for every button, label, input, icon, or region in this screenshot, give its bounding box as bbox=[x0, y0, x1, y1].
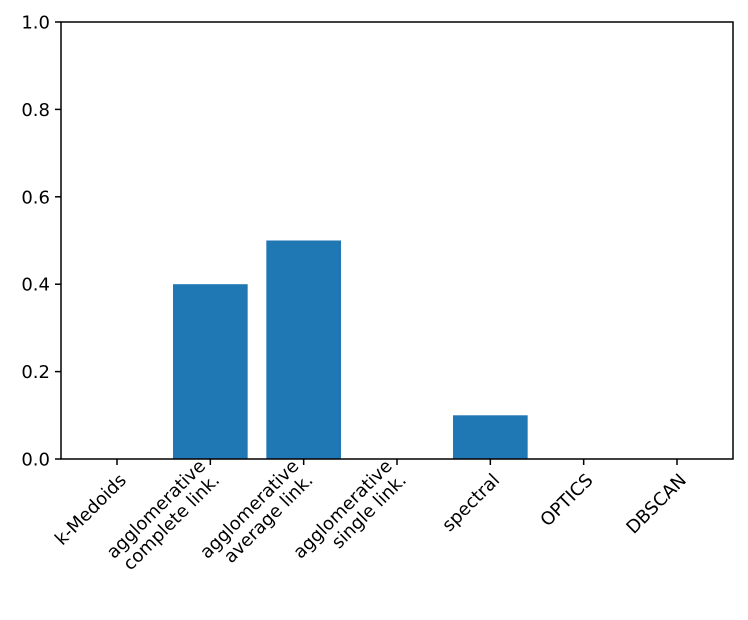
bars bbox=[173, 240, 528, 459]
y-tick-label: 1.0 bbox=[21, 13, 50, 34]
y-tick-label: 0.6 bbox=[21, 187, 50, 208]
x-tick-label-line: OPTICS bbox=[536, 470, 597, 531]
y-tick-label: 0.4 bbox=[21, 275, 50, 296]
x-tick-label-line: spectral bbox=[438, 470, 504, 536]
x-tick-label: OPTICS bbox=[536, 470, 597, 531]
y-tick-label: 0.2 bbox=[21, 362, 50, 383]
bar-2 bbox=[266, 240, 341, 459]
bar-4 bbox=[453, 415, 528, 459]
x-tick-label: spectral bbox=[438, 470, 504, 536]
plot-frame bbox=[60, 21, 734, 460]
x-tick-label-line: DBSCAN bbox=[622, 470, 690, 538]
bar-1 bbox=[173, 284, 248, 459]
x-tick-label: DBSCAN bbox=[622, 470, 690, 538]
y-tick-label: 0.0 bbox=[21, 450, 50, 471]
y-tick-label: 0.8 bbox=[21, 100, 50, 121]
y-axis: 0.0 0.2 0.4 0.6 0.8 1.0 bbox=[21, 13, 61, 471]
